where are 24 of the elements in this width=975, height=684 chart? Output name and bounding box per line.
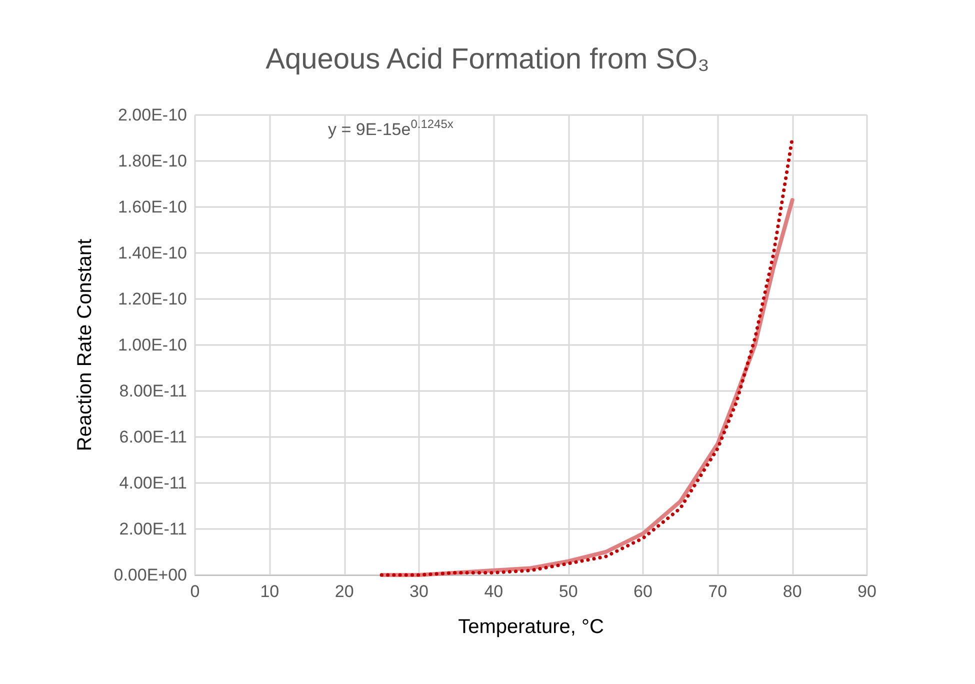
x-tick-label: 30: [410, 582, 428, 601]
y-tick-label: 1.40E-10: [118, 244, 187, 262]
y-tick-label: 4.00E-11: [119, 474, 187, 492]
y-tick-label: 2.00E-10: [118, 106, 187, 124]
y-tick-label: 1.20E-10: [118, 290, 187, 308]
y-tick-label: 0.00E+00: [114, 566, 187, 584]
chart-title: Aqueous Acid Formation from SO₃: [266, 44, 710, 76]
y-tick-label: 1.80E-10: [118, 152, 187, 170]
x-axis-title: Temperature, °C: [458, 616, 604, 638]
x-tick-label: 10: [260, 582, 280, 601]
x-tick-label: 40: [484, 582, 504, 601]
y-tick-label: 6.00E-11: [119, 428, 187, 446]
x-tick-label: 50: [558, 582, 578, 601]
x-tick-label: 0: [190, 582, 200, 601]
y-tick-label: 8.00E-11: [119, 382, 187, 400]
y-tick-label: 1.60E-10: [118, 198, 187, 216]
x-tick-label: 70: [708, 582, 728, 601]
y-tick-label: 1.00E-10: [118, 336, 187, 354]
x-tick-label: 60: [634, 582, 652, 601]
y-tick-label: 2.00E-11: [119, 520, 187, 538]
y-axis-title: Reaction Rate Constant: [74, 238, 96, 452]
x-tick-label: 20: [334, 582, 354, 601]
x-tick-label: 90: [858, 582, 876, 601]
x-tick-label: 80: [782, 582, 802, 601]
